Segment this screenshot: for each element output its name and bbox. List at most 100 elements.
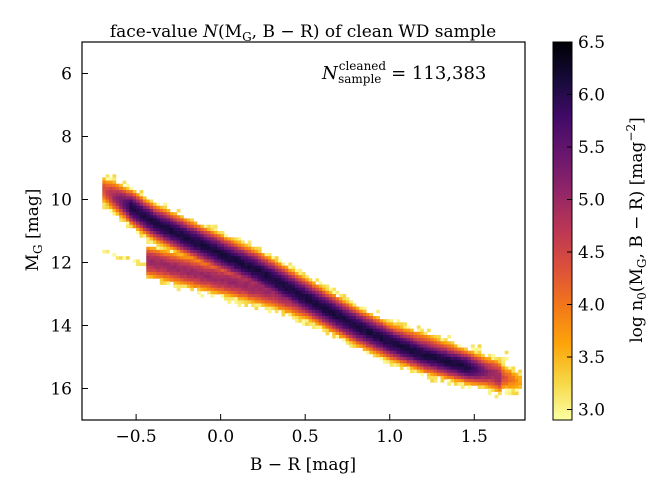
heatmap-cell xyxy=(271,306,276,311)
heatmap-cell xyxy=(298,319,303,323)
heatmap-cell xyxy=(146,208,151,213)
heatmap-cell xyxy=(139,262,144,267)
heatmap-cell xyxy=(322,316,326,320)
heatmap-cell xyxy=(497,363,502,367)
heatmap-cell xyxy=(169,237,174,241)
heatmap-cell xyxy=(240,253,245,257)
heatmap-cell xyxy=(491,353,495,358)
heatmap-cell xyxy=(261,287,266,292)
heatmap-cell xyxy=(132,224,137,229)
heatmap-cell xyxy=(352,303,357,307)
heatmap-cell xyxy=(163,281,167,285)
heatmap-cell xyxy=(183,281,188,285)
heatmap-cell xyxy=(440,344,445,348)
heatmap-cell xyxy=(240,275,245,279)
heatmap-cell xyxy=(213,256,218,260)
heatmap-cell xyxy=(406,350,411,355)
heatmap-cell xyxy=(132,215,137,219)
heatmap-cell xyxy=(200,237,205,241)
heatmap-cell xyxy=(382,350,387,355)
heatmap-cell xyxy=(332,300,337,304)
heatmap-cell xyxy=(366,338,370,342)
heatmap-cell xyxy=(264,275,269,279)
heatmap-cell xyxy=(464,350,468,355)
heatmap-cell xyxy=(382,360,387,364)
heatmap-cell xyxy=(305,281,309,285)
heatmap-cell xyxy=(274,268,279,273)
heatmap-cell xyxy=(176,215,181,219)
heatmap-cell xyxy=(220,287,225,292)
heatmap-cell xyxy=(332,322,337,326)
heatmap-cell xyxy=(156,215,161,219)
heatmap-cell xyxy=(153,253,157,257)
heatmap-cell xyxy=(433,347,438,352)
heatmap-cell xyxy=(311,325,316,330)
heatmap-cell xyxy=(176,284,181,289)
heatmap-cell xyxy=(102,183,107,188)
heatmap-cell xyxy=(318,300,323,304)
heatmap-cell xyxy=(322,300,326,304)
heatmap-cell xyxy=(352,306,357,311)
heatmap-cell xyxy=(318,312,323,317)
heatmap-cell xyxy=(196,275,201,279)
heatmap-cell xyxy=(447,341,451,345)
heatmap-cell xyxy=(460,385,465,389)
heatmap-cell xyxy=(393,341,397,345)
heatmap-cell xyxy=(169,262,174,267)
heatmap-cell xyxy=(518,382,523,386)
heatmap-cell xyxy=(372,341,377,345)
heatmap-cell xyxy=(443,369,448,374)
heatmap-cell xyxy=(203,249,208,254)
heatmap-cell xyxy=(156,218,161,222)
heatmap-cell xyxy=(508,385,512,389)
heatmap-cell xyxy=(176,243,181,248)
heatmap-cell xyxy=(247,265,252,270)
heatmap-cell xyxy=(460,382,465,386)
heatmap-cell xyxy=(159,259,164,263)
heatmap-cell xyxy=(284,306,289,311)
heatmap-cell xyxy=(105,183,110,188)
heatmap-cell xyxy=(406,363,411,367)
heatmap-cell xyxy=(129,205,134,210)
heatmap-cell xyxy=(254,290,259,295)
heatmap-cell xyxy=(470,357,475,361)
heatmap-cell xyxy=(308,278,313,282)
heatmap-cell xyxy=(379,341,384,345)
heatmap-cell xyxy=(240,259,245,263)
heatmap-cell xyxy=(288,309,293,314)
heatmap-cell xyxy=(447,350,451,355)
heatmap-cell xyxy=(325,331,330,336)
heatmap-cell xyxy=(274,259,279,263)
heatmap-cell xyxy=(224,281,228,285)
heatmap-cell xyxy=(115,202,120,207)
heatmap-cell xyxy=(183,256,188,260)
heatmap-cell xyxy=(247,246,252,251)
heatmap-cell xyxy=(481,366,485,370)
heatmap-cell xyxy=(251,256,255,260)
heatmap-cell xyxy=(125,215,130,219)
heatmap-cell xyxy=(180,215,184,219)
heatmap-cell xyxy=(200,234,205,238)
heatmap-cell xyxy=(284,278,289,282)
heatmap-cell xyxy=(514,372,519,377)
heatmap-cell xyxy=(467,372,472,377)
heatmap-cell xyxy=(149,237,154,241)
heatmap-cell xyxy=(413,347,418,352)
heatmap-cell xyxy=(217,231,222,235)
heatmap-cell xyxy=(186,227,191,232)
heatmap-cell xyxy=(217,240,222,244)
heatmap-cell xyxy=(142,196,147,200)
heatmap-cell xyxy=(352,316,357,320)
heatmap-cell xyxy=(504,369,509,374)
heatmap-cell xyxy=(230,275,235,279)
heatmap-cell xyxy=(237,303,242,307)
heatmap-cell xyxy=(186,284,191,289)
heatmap-cell xyxy=(244,256,249,260)
heatmap-cell xyxy=(196,281,201,285)
heatmap-cell xyxy=(261,275,266,279)
heatmap-cell xyxy=(257,278,262,282)
heatmap-cell xyxy=(153,268,157,273)
heatmap-cell xyxy=(237,253,242,257)
heatmap-cell xyxy=(163,243,167,248)
heatmap-cell xyxy=(457,360,462,364)
